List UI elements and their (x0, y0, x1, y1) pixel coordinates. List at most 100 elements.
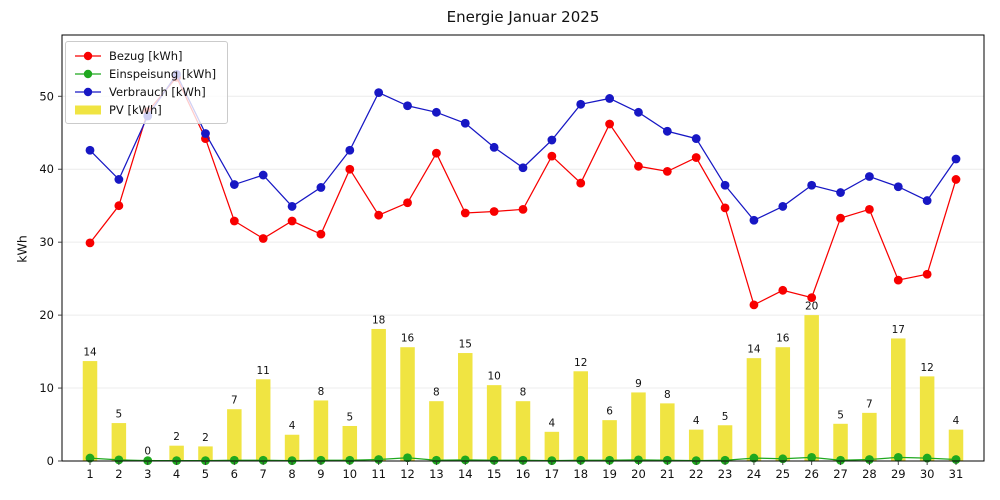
legend-line-marker-icon (75, 69, 101, 78)
pv-bar (804, 315, 819, 461)
y-tick-label: 10 (39, 381, 54, 395)
y-tick-label: 0 (47, 454, 54, 468)
data-point-marker (605, 455, 614, 465)
bar-value-label: 16 (776, 333, 790, 345)
bar-value-label: 6 (606, 406, 613, 418)
data-point-marker (201, 129, 210, 138)
pv-bar (400, 347, 415, 461)
bar-value-label: 10 (487, 371, 500, 383)
data-point-marker (547, 151, 557, 161)
bar-value-label: 16 (401, 333, 415, 345)
x-tick-label: 16 (516, 467, 531, 481)
data-point-marker (518, 163, 528, 173)
legend-patch (75, 105, 101, 114)
data-point-marker (489, 455, 499, 465)
x-tick-label: 7 (260, 467, 267, 481)
data-point-marker (893, 452, 903, 462)
data-point-marker (345, 455, 355, 465)
bar-value-label: 2 (202, 432, 209, 444)
data-point-marker (345, 145, 355, 155)
bar-value-label: 5 (346, 411, 353, 423)
data-point-marker (114, 455, 124, 465)
bar-value-label: 8 (664, 389, 671, 401)
data-point-marker (662, 126, 672, 136)
pv-bar (82, 361, 98, 461)
data-point-marker (836, 213, 845, 223)
data-point-marker (576, 99, 586, 109)
data-point-marker (691, 153, 701, 162)
bar-value-label: 12 (574, 357, 587, 369)
y-tick-label: 50 (39, 89, 54, 103)
pv-bar (948, 429, 964, 461)
data-point-marker (258, 455, 268, 465)
data-point-marker (951, 455, 961, 464)
data-point-marker (720, 455, 730, 465)
data-point-marker (229, 455, 239, 465)
data-point-marker (691, 134, 701, 143)
x-tick-label: 2 (115, 467, 122, 481)
data-point-marker (836, 188, 845, 197)
pv-bar (111, 423, 127, 461)
bar-value-label: 8 (433, 387, 440, 399)
pv-bar (429, 401, 444, 461)
pv-bar (833, 423, 848, 461)
bar-value-label: 11 (257, 365, 270, 377)
data-point-marker (951, 175, 961, 184)
data-point-marker (778, 285, 788, 295)
pv-bar (458, 353, 473, 461)
data-point-marker (345, 164, 355, 174)
x-tick-label: 14 (458, 467, 473, 481)
bar-value-label: 7 (231, 395, 238, 407)
data-point-marker (749, 300, 759, 310)
legend-line-marker-icon (75, 87, 101, 96)
x-tick-label: 31 (949, 467, 964, 481)
y-axis-label: kWh (14, 235, 30, 263)
pv-bar (573, 371, 588, 461)
data-point-marker (634, 455, 643, 465)
data-point-marker (576, 178, 586, 188)
data-point-marker (489, 142, 499, 152)
bar-value-label: 7 (866, 398, 873, 410)
data-point-marker (922, 453, 932, 463)
x-tick-label: 4 (173, 467, 180, 481)
data-point-marker (489, 207, 499, 216)
data-point-marker (951, 154, 961, 164)
data-point-marker (229, 180, 239, 189)
data-point-marker (460, 455, 470, 465)
pv-bar (284, 434, 300, 461)
y-tick-label: 30 (39, 235, 54, 249)
bar-value-label: 5 (722, 411, 729, 423)
data-point-marker (893, 182, 903, 192)
bar-value-label: 0 (144, 445, 151, 457)
data-point-marker (807, 180, 817, 190)
data-point-marker (114, 201, 124, 211)
data-point-marker (865, 455, 874, 464)
x-tick-label: 22 (689, 467, 704, 481)
data-point-marker (605, 119, 614, 129)
pv-bar (198, 446, 213, 461)
data-point-marker (316, 455, 326, 465)
data-point-marker (460, 208, 470, 218)
y-tick-label: 40 (39, 162, 54, 176)
data-point-marker (576, 455, 586, 465)
data-point-marker (432, 107, 441, 117)
pv-bar (688, 429, 704, 461)
chart-title: Energie Januar 2025 (446, 8, 600, 26)
data-point-marker (865, 172, 874, 181)
pv-bar (255, 379, 271, 461)
bar-value-label: 4 (289, 420, 296, 432)
data-point-marker (403, 453, 412, 463)
y-tick-label: 20 (39, 308, 54, 322)
pv-bar (919, 376, 935, 461)
x-tick-label: 21 (660, 467, 675, 481)
data-point-marker (922, 196, 932, 205)
x-tick-label: 15 (487, 467, 502, 481)
bar-value-label: 17 (892, 324, 905, 336)
data-point-marker (403, 101, 412, 111)
x-tick-label: 10 (342, 467, 357, 481)
x-tick-label: 5 (202, 467, 209, 481)
x-tick-label: 25 (775, 467, 790, 481)
legend-marker (83, 87, 93, 96)
x-tick-label: 11 (371, 467, 386, 481)
legend-label: Verbrauch [kWh] (109, 84, 206, 99)
